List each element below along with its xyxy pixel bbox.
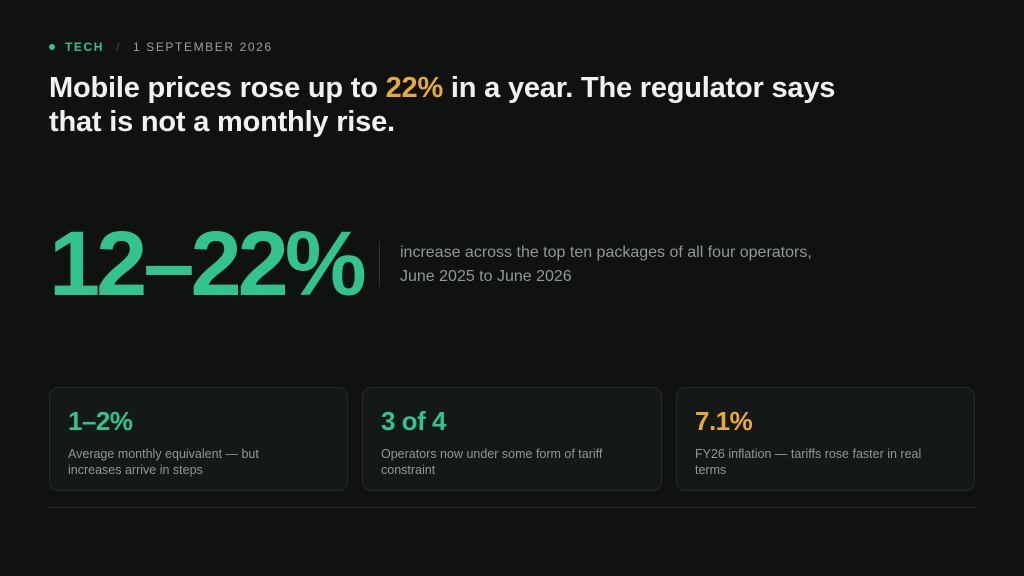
stat-card-value: 7.1%: [695, 406, 753, 436]
stat-card-description: Operators now under some form of tariff …: [381, 447, 603, 477]
publish-date: 1 SEPTEMBER 2026: [133, 40, 273, 54]
article-meta: TECH / 1 SEPTEMBER 2026: [49, 40, 273, 54]
category-dot-icon: [49, 44, 55, 50]
hero-divider: [379, 241, 380, 287]
stat-card-operators: 3 of 4 Operators now under some form of …: [362, 387, 662, 491]
stat-card-value: 1–2%: [68, 406, 133, 436]
category-tag[interactable]: TECH: [65, 40, 105, 54]
hero-stat-description: increase across the top ten packages of …: [400, 244, 812, 285]
stat-card-description: FY26 inflation — tariffs rose faster in …: [695, 447, 922, 477]
stat-card-description: Average monthly equivalent — but increas…: [68, 447, 259, 477]
stat-card-monthly: 1–2% Average monthly equivalent — but in…: [49, 387, 348, 491]
meta-separator: /: [116, 40, 122, 54]
stat-card-value: 3 of 4: [381, 406, 446, 436]
headline-text-before: Mobile prices rose up to: [49, 72, 386, 104]
bottom-divider: [49, 507, 975, 508]
headline: Mobile prices rose up to 22% in a year. …: [49, 71, 869, 139]
stat-card-inflation: 7.1% FY26 inflation — tariffs rose faste…: [676, 387, 975, 491]
hero-stat-value: 12–22%: [49, 213, 367, 315]
headline-highlight: 22%: [385, 72, 444, 104]
headline-text-after: in a year. The regulator says that is no…: [49, 72, 836, 138]
